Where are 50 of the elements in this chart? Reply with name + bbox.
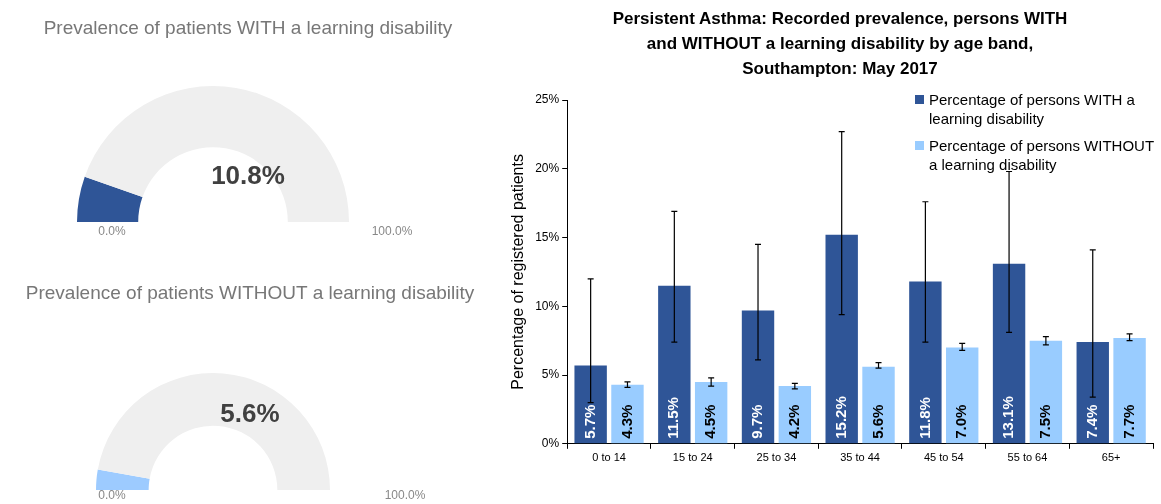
x-tick-label: 65+ — [1101, 451, 1121, 464]
chart-title: Prevalence of patients WITH a learning disability — [43, 17, 453, 39]
bar — [658, 285, 691, 444]
text: 10.8% — [211, 159, 285, 191]
data-label: 4.2% — [784, 404, 802, 439]
y-tick-label: 5% — [541, 367, 560, 382]
data-label: 9.7% — [748, 404, 766, 439]
bar — [741, 310, 775, 444]
data-label: 5.6% — [868, 404, 886, 439]
x-tick-label: 55 to 64 — [1007, 451, 1048, 464]
y-axis-title: Percentage of registered patients — [509, 154, 527, 390]
bar — [1113, 337, 1146, 444]
x-tick-label: 0 to 14 — [592, 451, 626, 464]
data-label: 11.5% — [664, 397, 682, 439]
text: 0.0% — [98, 488, 126, 502]
text: 0.0% — [98, 224, 126, 238]
bar — [1029, 340, 1063, 444]
data-label: 7.5% — [1036, 404, 1054, 439]
data-label: 11.8% — [915, 397, 933, 439]
bar — [825, 234, 858, 444]
text: 5.6% — [220, 397, 280, 429]
data-label: 4.3% — [617, 404, 635, 439]
bar — [1076, 342, 1109, 444]
y-tick-label: 0% — [541, 436, 560, 451]
text: 100.0% — [371, 224, 413, 238]
chart-title: Prevalence of patients WITHOUT a learning disability — [25, 282, 475, 304]
data-label: 13.1% — [999, 396, 1017, 439]
x-tick-label: 15 to 24 — [672, 451, 713, 464]
x-tick-label: 25 to 34 — [756, 451, 797, 464]
y-tick-label: 20% — [535, 161, 560, 176]
bar — [862, 366, 895, 444]
bar — [574, 365, 607, 444]
bar — [909, 281, 942, 444]
bar — [946, 347, 979, 444]
data-label: 15.2% — [831, 396, 849, 439]
legend-label: Percentage of persons WITH a learning disability — [929, 90, 1136, 128]
y-tick-label: 25% — [535, 92, 560, 107]
data-label: 7.4% — [1082, 404, 1100, 439]
legend-label: Percentage of persons WITHOUT a learning disability — [929, 136, 1155, 174]
bar — [992, 263, 1026, 444]
x-tick-label: 35 to 44 — [840, 451, 880, 464]
data-label: 5.7% — [580, 404, 598, 439]
chart-title: Persistent Asthma: Recorded prevalence, persons WITH and WITHOUT a learning disability by age band, Southampton: May 2017 — [611, 8, 1069, 80]
x-tick-label: 45 to 54 — [923, 451, 964, 464]
text: 100.0% — [384, 488, 426, 502]
y-tick-label: 15% — [535, 229, 560, 244]
data-label: 4.5% — [701, 404, 719, 439]
data-label: 7.7% — [1119, 404, 1137, 439]
data-label: 7.0% — [952, 404, 970, 439]
y-tick-label: 10% — [535, 298, 560, 313]
